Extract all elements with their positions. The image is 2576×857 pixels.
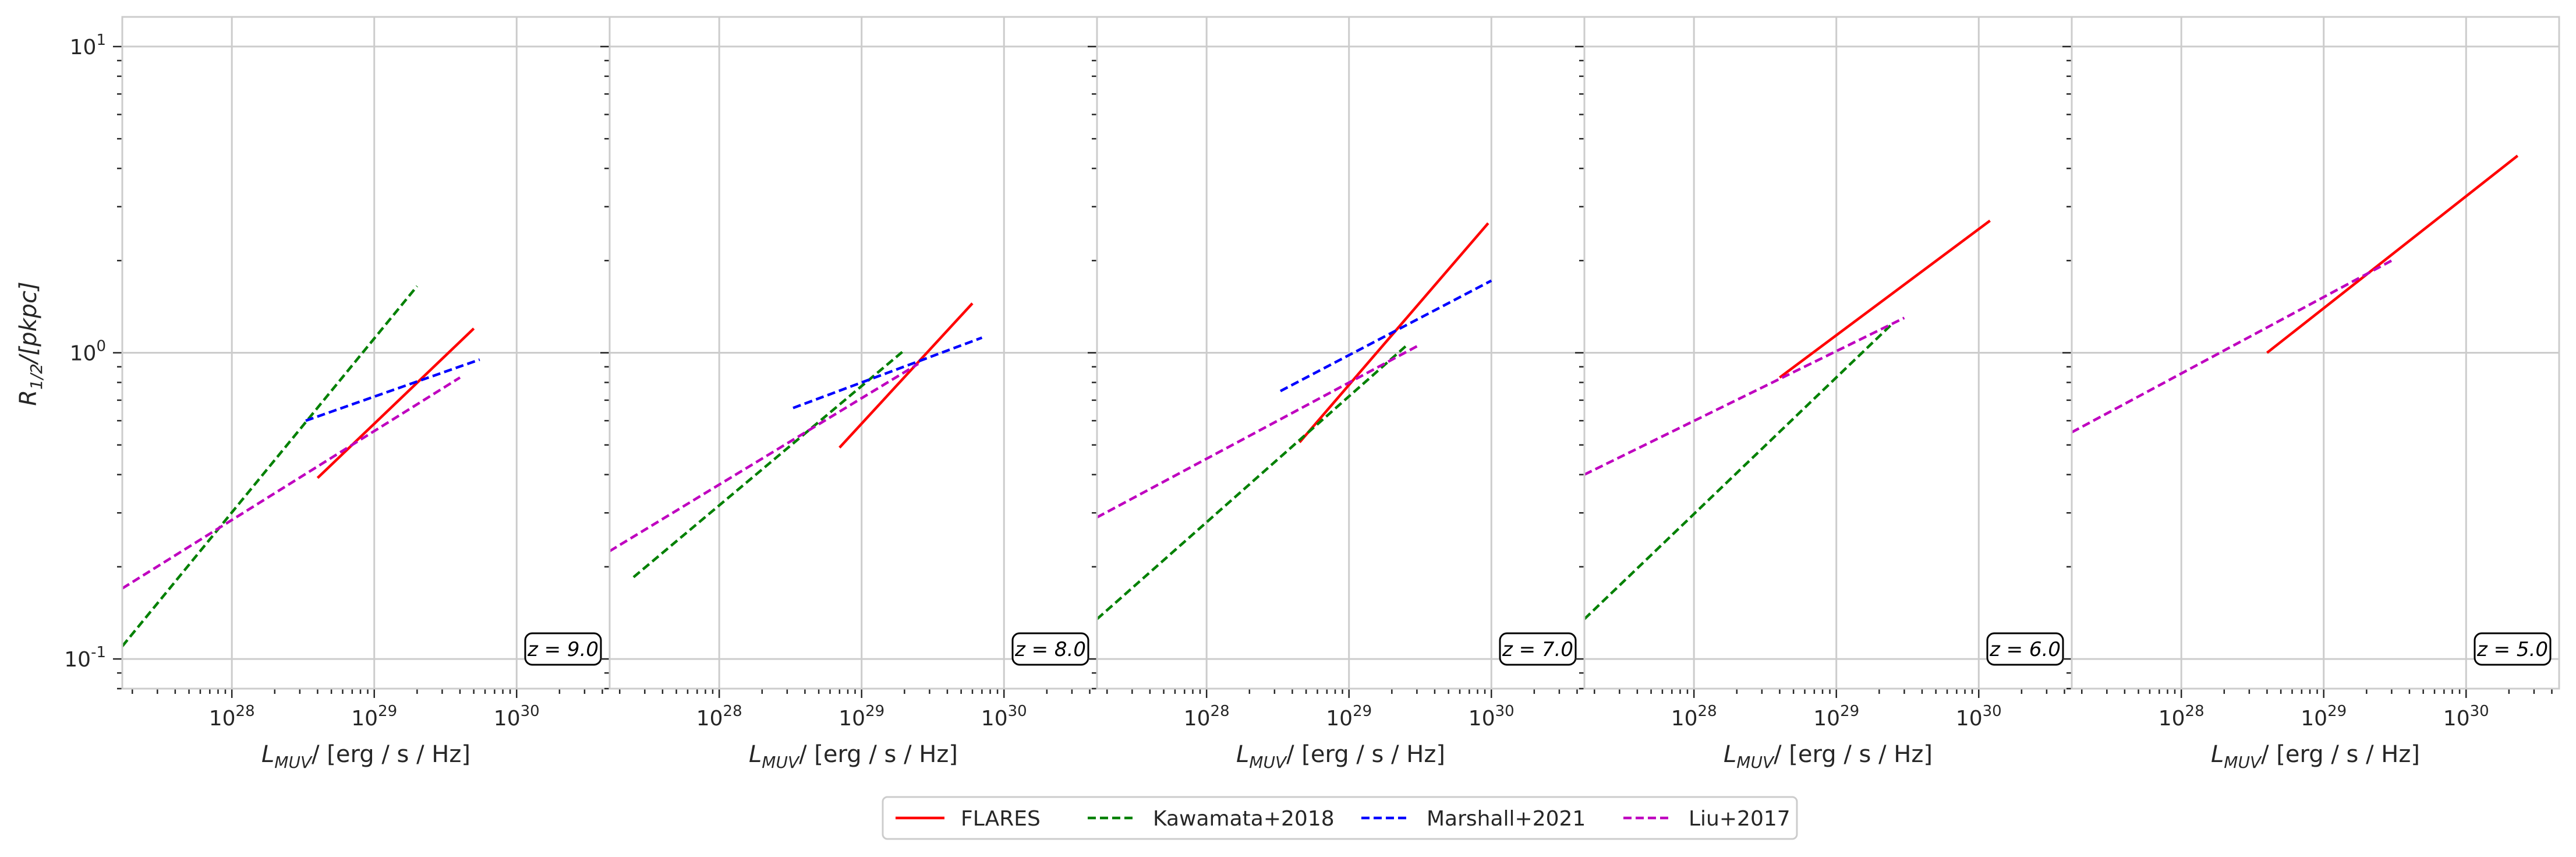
svg-text:R1/2/[pkpc]: R1/2/[pkpc] bbox=[15, 281, 46, 405]
grid bbox=[1584, 17, 2072, 689]
x-tick-label: 1030 bbox=[2443, 703, 2489, 731]
x-tick-label: 1028 bbox=[209, 703, 255, 731]
y-minor-ticks bbox=[2062, 45, 2072, 690]
x-tick-label: 1028 bbox=[2159, 703, 2205, 731]
redshift-label: z = 6.0 bbox=[1989, 638, 2061, 661]
y-axis-label-main: R bbox=[15, 390, 42, 406]
panel-frame bbox=[2071, 16, 2560, 690]
y-axis-label-sub: 1/2 bbox=[27, 364, 46, 390]
series-line-liu-2017 bbox=[608, 362, 919, 552]
series bbox=[121, 285, 480, 647]
x-tick-label: 1029 bbox=[351, 703, 397, 731]
series-line-liu-2017 bbox=[1584, 316, 1905, 476]
x-tick-label: 1029 bbox=[1813, 703, 1859, 731]
grid bbox=[122, 17, 610, 689]
x-tick-label: 1029 bbox=[2301, 703, 2347, 731]
redshift-box bbox=[1011, 632, 1089, 666]
x-axis-label: LMUV/ [erg / s / Hz] bbox=[1236, 741, 1445, 772]
grid bbox=[610, 17, 1097, 689]
series bbox=[1096, 222, 1492, 620]
series bbox=[1583, 219, 1991, 620]
y-tick-label: 101 bbox=[70, 31, 106, 59]
panels: 1028 1029 1030 10-1 100 101 LMUV/ [erg / s / H… bbox=[64, 16, 2560, 772]
redshift-label: z = 5.0 bbox=[2476, 638, 2548, 661]
redshift-box bbox=[2474, 632, 2552, 666]
x-axis-label: LMUV/ [erg / s / Hz] bbox=[749, 741, 958, 772]
series-line-marshall-2021 bbox=[1279, 279, 1492, 393]
x-tick-label: 1028 bbox=[696, 703, 742, 731]
x-axis-label: LMUV/ [erg / s / Hz] bbox=[2211, 741, 2420, 772]
series-line-liu-2017 bbox=[121, 376, 461, 590]
redshift-box bbox=[1499, 632, 1577, 666]
x-tick-label: 1030 bbox=[1956, 703, 2002, 731]
x-tick-label: 1030 bbox=[494, 703, 540, 731]
legend-label: FLARES bbox=[961, 807, 1041, 831]
x-minor-ticks bbox=[2081, 689, 2553, 698]
legend-label: Kawamata+2018 bbox=[1153, 807, 1335, 831]
series-line-flares bbox=[838, 302, 974, 449]
legend-label: Liu+2017 bbox=[1689, 807, 1791, 831]
redshift-label: z = 7.0 bbox=[1502, 638, 1573, 661]
y-tick-label: 100 bbox=[70, 338, 106, 366]
legend: FLARES Kawamata+2018 Marshall+2021 Liu+2017 bbox=[882, 796, 1798, 840]
y-minor-ticks bbox=[1088, 45, 1097, 690]
series-line-liu-2017 bbox=[2071, 259, 2393, 433]
series-line-liu-2017 bbox=[1096, 345, 1418, 519]
x-axis-label: LMUV/ [erg / s / Hz] bbox=[1724, 741, 1933, 772]
y-axis-label-tail: /[pkpc] bbox=[15, 281, 42, 365]
x-tick-label: 1029 bbox=[838, 703, 884, 731]
x-tick-label: 1028 bbox=[1184, 703, 1230, 731]
legend-frame bbox=[882, 796, 1798, 840]
panel-1: 1028 1029 1030 10-1 100 101 LMUV/ [erg / s / H… bbox=[64, 16, 611, 772]
y-minor-ticks bbox=[1575, 45, 1584, 690]
x-tick-label: 1030 bbox=[1469, 703, 1515, 731]
redshift-label: z = 9.0 bbox=[527, 638, 599, 661]
panel-5: 1028 1029 1030 LMUV/ [erg / s / Hz] z = 5.0 bbox=[2062, 16, 2560, 772]
x-tick-label: 1030 bbox=[981, 703, 1027, 731]
x-minor-ticks bbox=[1594, 689, 2065, 698]
redshift-box bbox=[524, 632, 602, 666]
series-line-kawamata-2018 bbox=[1583, 322, 1894, 620]
redshift-label: z = 8.0 bbox=[1014, 638, 1086, 661]
series-line-marshall-2021 bbox=[792, 336, 983, 410]
x-minor-ticks bbox=[1106, 689, 1578, 698]
x-tick-label: 1029 bbox=[1326, 703, 1372, 731]
redshift-box bbox=[1986, 632, 2064, 666]
panel-4: 1028 1029 1030 LMUV/ [erg / s / Hz] z = 6.0 bbox=[1575, 16, 2073, 772]
x-minor-ticks bbox=[132, 689, 603, 698]
legend-label: Marshall+2021 bbox=[1427, 807, 1586, 831]
panel-2: 1028 1029 1030 LMUV/ [erg / s / Hz] z = 8.0 bbox=[600, 16, 1098, 772]
grid bbox=[2072, 17, 2559, 689]
panel-3: 1028 1029 1030 LMUV/ [erg / s / Hz] z = 7.0 bbox=[1088, 16, 1586, 772]
series-line-flares bbox=[2266, 154, 2519, 354]
series bbox=[2071, 154, 2519, 433]
y-minor-ticks bbox=[113, 45, 122, 690]
series-line-kawamata-2018 bbox=[121, 285, 419, 647]
y-axis-label: R1/2/[pkpc] bbox=[15, 281, 46, 405]
x-axis-label: LMUV/ [erg / s / Hz] bbox=[261, 741, 470, 772]
y-tick-label: 10-1 bbox=[64, 644, 106, 672]
series-line-kawamata-2018 bbox=[632, 349, 905, 579]
series-line-flares bbox=[1779, 219, 1991, 379]
series-line-marshall-2021 bbox=[305, 358, 480, 422]
series bbox=[608, 302, 983, 579]
y-minor-ticks bbox=[600, 45, 610, 690]
grid bbox=[1097, 17, 1584, 689]
x-minor-ticks bbox=[619, 689, 1091, 698]
series-line-kawamata-2018 bbox=[1096, 345, 1407, 620]
x-tick-label: 1028 bbox=[1671, 703, 1717, 731]
series-line-flares bbox=[316, 327, 475, 479]
